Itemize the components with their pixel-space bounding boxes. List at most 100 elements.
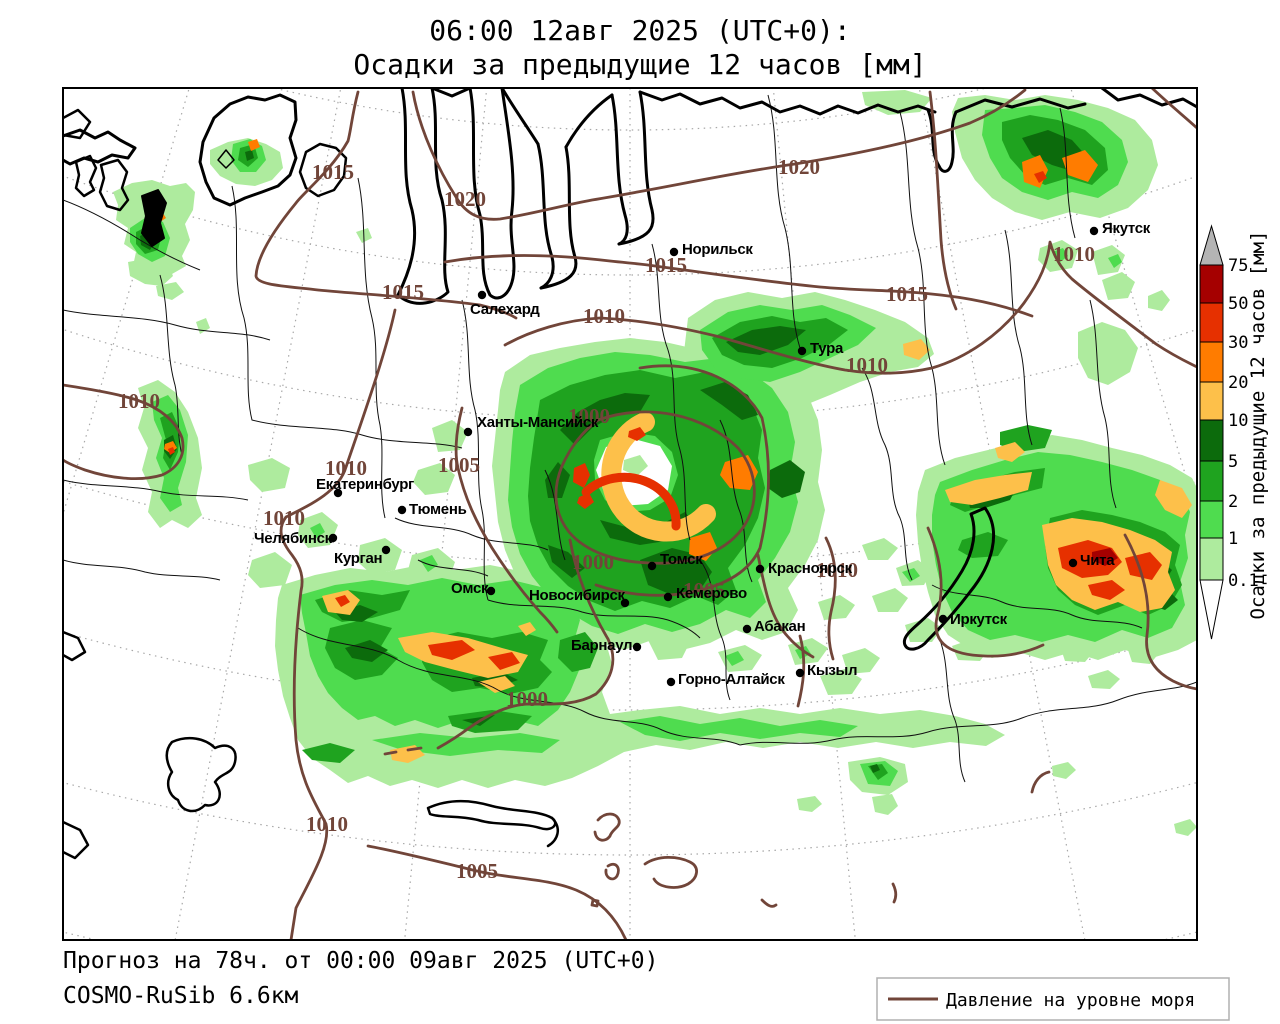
pressure-contour <box>554 410 756 565</box>
coastline <box>564 93 614 149</box>
city-label: Норильск <box>682 241 753 258</box>
city-marker <box>381 545 391 555</box>
colorbar-segment <box>1199 264 1224 304</box>
city-label: Новосибирск <box>529 587 626 604</box>
pressure-value-label: 1010 <box>846 353 888 377</box>
pressure-value-label: 1000 <box>572 550 614 574</box>
region-border <box>63 309 271 341</box>
pressure-contour <box>604 862 620 881</box>
precip-region-dr <box>1092 548 1118 566</box>
precip-region-o <box>689 455 758 561</box>
pressure-contour <box>824 536 837 661</box>
city-marker <box>486 586 496 596</box>
region-border <box>1004 229 1033 446</box>
coastline <box>165 736 237 813</box>
precip-region-g3 <box>548 382 758 578</box>
city-marker <box>620 598 630 608</box>
city-marker <box>1068 558 1078 568</box>
region-border <box>297 627 741 746</box>
city-marker <box>795 668 805 678</box>
colorbar-segment <box>1199 419 1224 462</box>
city-marker <box>647 561 657 571</box>
region-border <box>651 243 691 541</box>
colorbar-tick-label: 0.1 <box>1228 571 1259 591</box>
city-marker <box>333 488 343 498</box>
precip-region-p <box>862 538 942 642</box>
city-label: Чита <box>1080 552 1115 569</box>
city-label: Омск <box>451 580 489 597</box>
precip-region-p <box>358 420 468 585</box>
city-marker <box>463 427 473 437</box>
precip-region-y <box>903 339 930 360</box>
colorbar-tick-label: 50 <box>1228 294 1248 314</box>
precipitation-colorbar: 75 50 30 20 10 5 2 1 0.1 <box>1199 224 1259 640</box>
pressure-contour <box>383 746 423 756</box>
pressure-value-label: 1005 <box>683 578 725 602</box>
pressure-contour <box>593 812 621 842</box>
region-border <box>63 559 221 581</box>
region-border <box>394 517 549 551</box>
precip-region-y <box>995 442 1192 518</box>
precipitation-layer <box>113 90 1197 836</box>
precip-region-r <box>573 427 646 509</box>
region-border <box>417 559 489 577</box>
pressure-contour <box>1123 533 1197 691</box>
pressure-value-label: 1020 <box>778 155 820 179</box>
precip-region-p <box>128 258 173 286</box>
region-border <box>487 599 701 639</box>
city-marker <box>742 624 752 634</box>
pressure-contour <box>254 90 518 320</box>
precip-region-g1 <box>1052 248 1122 268</box>
colorbar-overflow-arrow <box>1199 224 1224 266</box>
coastline <box>198 93 298 207</box>
region-border <box>767 94 801 349</box>
pressure-value-label: 1020 <box>444 187 486 211</box>
city-label: Салехард <box>470 301 540 318</box>
city-label: Тюмень <box>409 501 467 518</box>
pressure-legend-box: Давление на уровне моря <box>876 977 1230 1021</box>
region-border <box>231 185 463 449</box>
city-label: Томск <box>660 551 703 568</box>
precip-region-g1 <box>620 716 858 741</box>
precip-region-g3 <box>870 764 880 773</box>
city-marker <box>669 247 679 257</box>
pressure-contour <box>643 855 698 889</box>
colorbar-segment <box>1199 381 1224 421</box>
pressure-value-label: 1010 <box>325 456 367 480</box>
coastline <box>546 816 560 848</box>
coastline <box>954 97 1087 114</box>
city-label: Курган <box>334 550 383 567</box>
pressure-contour <box>1030 770 1051 794</box>
precip-region-p2 <box>623 455 648 476</box>
colorbar-segment <box>1199 302 1224 343</box>
coastline <box>74 154 98 198</box>
pressure-contour <box>760 898 778 908</box>
pressure-contour <box>928 90 958 311</box>
region-border <box>699 559 731 701</box>
pressure-value-label: 1015 <box>886 282 928 306</box>
city-label: Кемерово <box>676 585 747 602</box>
pressure-contour <box>411 88 1027 221</box>
coastline-layer <box>63 88 1197 860</box>
city-label: Тура <box>810 340 844 357</box>
pressure-contour <box>454 406 559 634</box>
region-border <box>461 299 489 601</box>
precip-region-p <box>1038 240 1170 311</box>
city-marker <box>797 346 807 356</box>
precip-region-p <box>648 595 880 695</box>
pressure-contour <box>63 383 185 480</box>
pressure-value-label: 1010 <box>816 558 858 582</box>
coastline <box>430 88 472 98</box>
city-label: Кызыл <box>807 662 857 679</box>
pressure-value-label: 1015 <box>645 253 687 277</box>
pressure-value-label: 1000 <box>568 404 610 428</box>
pressure-value-label: 1010 <box>263 506 305 530</box>
pressure-contour <box>279 308 397 940</box>
region-border <box>899 111 946 466</box>
city-marker <box>663 592 673 602</box>
pressure-contour-layer <box>63 88 1197 940</box>
coastline <box>638 90 937 116</box>
coastline <box>63 630 87 662</box>
pressure-value-label: 1005 <box>456 859 498 883</box>
